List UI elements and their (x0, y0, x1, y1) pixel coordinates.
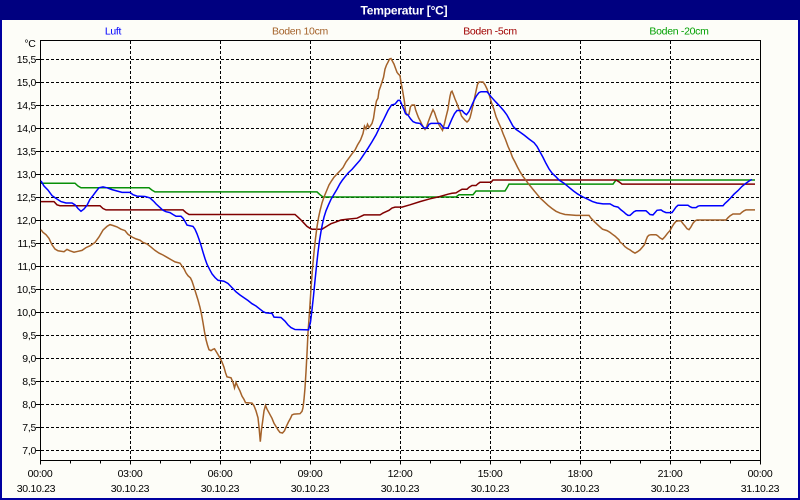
svg-text:30.10.23: 30.10.23 (381, 483, 420, 495)
svg-text:13,5: 13,5 (17, 146, 37, 158)
svg-text:30.10.23: 30.10.23 (471, 483, 510, 495)
svg-text:Luft: Luft (105, 26, 122, 38)
svg-text:09:00: 09:00 (298, 468, 323, 480)
svg-text:00:00: 00:00 (28, 468, 53, 480)
svg-text:13,0: 13,0 (17, 169, 37, 181)
svg-text:30.10.23: 30.10.23 (201, 483, 240, 495)
svg-text:31.10.23: 31.10.23 (741, 483, 780, 495)
svg-text:Boden -5cm: Boden -5cm (463, 26, 517, 38)
svg-text:11,5: 11,5 (18, 238, 37, 250)
svg-text:14,5: 14,5 (17, 100, 37, 112)
svg-text:7,5: 7,5 (22, 422, 36, 434)
svg-text:12:00: 12:00 (388, 468, 413, 480)
svg-text:15,0: 15,0 (17, 77, 37, 89)
svg-text:Temperatur [°C]: Temperatur [°C] (361, 4, 448, 18)
svg-text:30.10.23: 30.10.23 (561, 483, 600, 495)
svg-text:11,0: 11,0 (18, 261, 37, 273)
svg-text:8,5: 8,5 (22, 376, 36, 388)
svg-text:06:00: 06:00 (208, 468, 233, 480)
svg-text:Boden 10cm: Boden 10cm (272, 26, 329, 38)
svg-text:03:00: 03:00 (118, 468, 143, 480)
svg-text:14,0: 14,0 (17, 123, 37, 135)
svg-text:21:00: 21:00 (658, 468, 683, 480)
svg-text:30.10.23: 30.10.23 (111, 483, 150, 495)
svg-text:12,5: 12,5 (17, 192, 37, 204)
svg-text:10,5: 10,5 (17, 284, 37, 296)
svg-text:10,0: 10,0 (17, 307, 37, 319)
svg-text:9,5: 9,5 (22, 330, 36, 342)
svg-text:30.10.23: 30.10.23 (651, 483, 690, 495)
svg-text:9,0: 9,0 (22, 353, 36, 365)
svg-text:7,0: 7,0 (22, 445, 36, 457)
svg-text:30.10.23: 30.10.23 (291, 483, 330, 495)
svg-text:00:00: 00:00 (748, 468, 773, 480)
svg-text:18:00: 18:00 (568, 468, 593, 480)
svg-text:°C: °C (24, 38, 36, 50)
svg-text:12,0: 12,0 (17, 215, 37, 227)
svg-text:Boden -20cm: Boden -20cm (649, 26, 709, 38)
svg-text:15:00: 15:00 (478, 468, 503, 480)
svg-text:8,0: 8,0 (22, 399, 36, 411)
svg-text:15,5: 15,5 (17, 54, 37, 66)
svg-text:30.10.23: 30.10.23 (17, 483, 56, 495)
